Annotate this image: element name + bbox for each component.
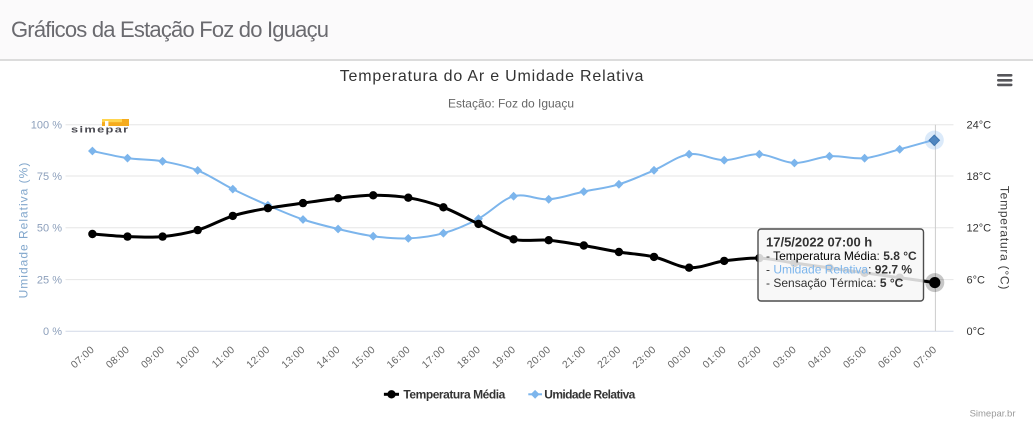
- svg-text:17:00: 17:00: [420, 345, 448, 371]
- svg-text:03:00: 03:00: [771, 345, 799, 371]
- svg-text:18°C: 18°C: [967, 171, 992, 183]
- svg-text:06:00: 06:00: [877, 345, 905, 371]
- svg-text:14:00: 14:00: [315, 345, 343, 371]
- svg-text:- Sensação Térmica: 5 °C: - Sensação Térmica: 5 °C: [766, 276, 904, 290]
- svg-text:- Umidade Relativa: 92.7 %: - Umidade Relativa: 92.7 %: [766, 263, 912, 277]
- svg-text:Temperatura Média: Temperatura Média: [403, 387, 505, 401]
- svg-text:- Temperatura Média: 5.8 °C: - Temperatura Média: 5.8 °C: [766, 249, 917, 263]
- svg-text:25 %: 25 %: [37, 274, 62, 286]
- svg-text:04:00: 04:00: [806, 345, 834, 371]
- svg-text:Estação: Foz do Iguaçu: Estação: Foz do Iguaçu: [448, 96, 574, 110]
- svg-text:100 %: 100 %: [31, 120, 62, 132]
- svg-text:75 %: 75 %: [37, 171, 62, 183]
- svg-text:17/5/2022 07:00 h: 17/5/2022 07:00 h: [766, 235, 872, 250]
- svg-text:18:00: 18:00: [455, 345, 483, 371]
- svg-text:0°C: 0°C: [967, 326, 986, 338]
- svg-text:24°C: 24°C: [967, 120, 992, 132]
- svg-text:6°C: 6°C: [967, 274, 986, 286]
- svg-text:Umidade Relativa: Umidade Relativa: [544, 387, 635, 401]
- svg-text:08:00: 08:00: [104, 345, 132, 371]
- svg-text:23:00: 23:00: [631, 345, 659, 371]
- svg-text:10:00: 10:00: [175, 345, 203, 371]
- svg-text:22:00: 22:00: [596, 345, 624, 371]
- svg-text:20:00: 20:00: [526, 345, 554, 371]
- svg-text:05:00: 05:00: [841, 345, 869, 371]
- svg-text:07:00: 07:00: [69, 345, 97, 371]
- svg-text:01:00: 01:00: [701, 345, 729, 371]
- svg-text:0 %: 0 %: [43, 326, 62, 338]
- svg-text:13:00: 13:00: [280, 345, 308, 371]
- svg-text:21:00: 21:00: [561, 345, 589, 371]
- svg-text:12:00: 12:00: [245, 345, 273, 371]
- svg-text:07:00: 07:00: [912, 345, 940, 371]
- svg-text:16:00: 16:00: [385, 345, 413, 371]
- svg-text:00:00: 00:00: [666, 345, 694, 371]
- svg-text:Simepar.br: Simepar.br: [970, 409, 1016, 420]
- svg-text:09:00: 09:00: [139, 345, 167, 371]
- svg-text:simepar: simepar: [71, 125, 130, 136]
- svg-text:Temperatura do Ar e Umidade Re: Temperatura do Ar e Umidade Relativa: [340, 68, 645, 85]
- svg-text:50 %: 50 %: [37, 223, 62, 235]
- svg-text:11:00: 11:00: [210, 345, 237, 371]
- svg-text:15:00: 15:00: [350, 345, 378, 371]
- svg-text:12°C: 12°C: [967, 223, 992, 235]
- svg-text:02:00: 02:00: [736, 345, 764, 371]
- svg-text:Umidade Relativa (%): Umidade Relativa (%): [17, 162, 31, 299]
- svg-text:19:00: 19:00: [490, 345, 518, 371]
- svg-text:Temperatura (°C): Temperatura (°C): [998, 186, 1012, 290]
